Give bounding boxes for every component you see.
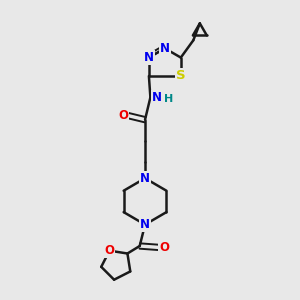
Text: O: O bbox=[104, 244, 115, 257]
Text: O: O bbox=[159, 241, 169, 254]
Text: N: N bbox=[140, 172, 150, 185]
Text: S: S bbox=[176, 70, 186, 83]
Text: H: H bbox=[164, 94, 173, 104]
Text: N: N bbox=[152, 91, 162, 104]
Text: N: N bbox=[160, 42, 170, 55]
Text: O: O bbox=[118, 109, 128, 122]
Text: N: N bbox=[140, 218, 150, 231]
Text: N: N bbox=[144, 51, 154, 64]
